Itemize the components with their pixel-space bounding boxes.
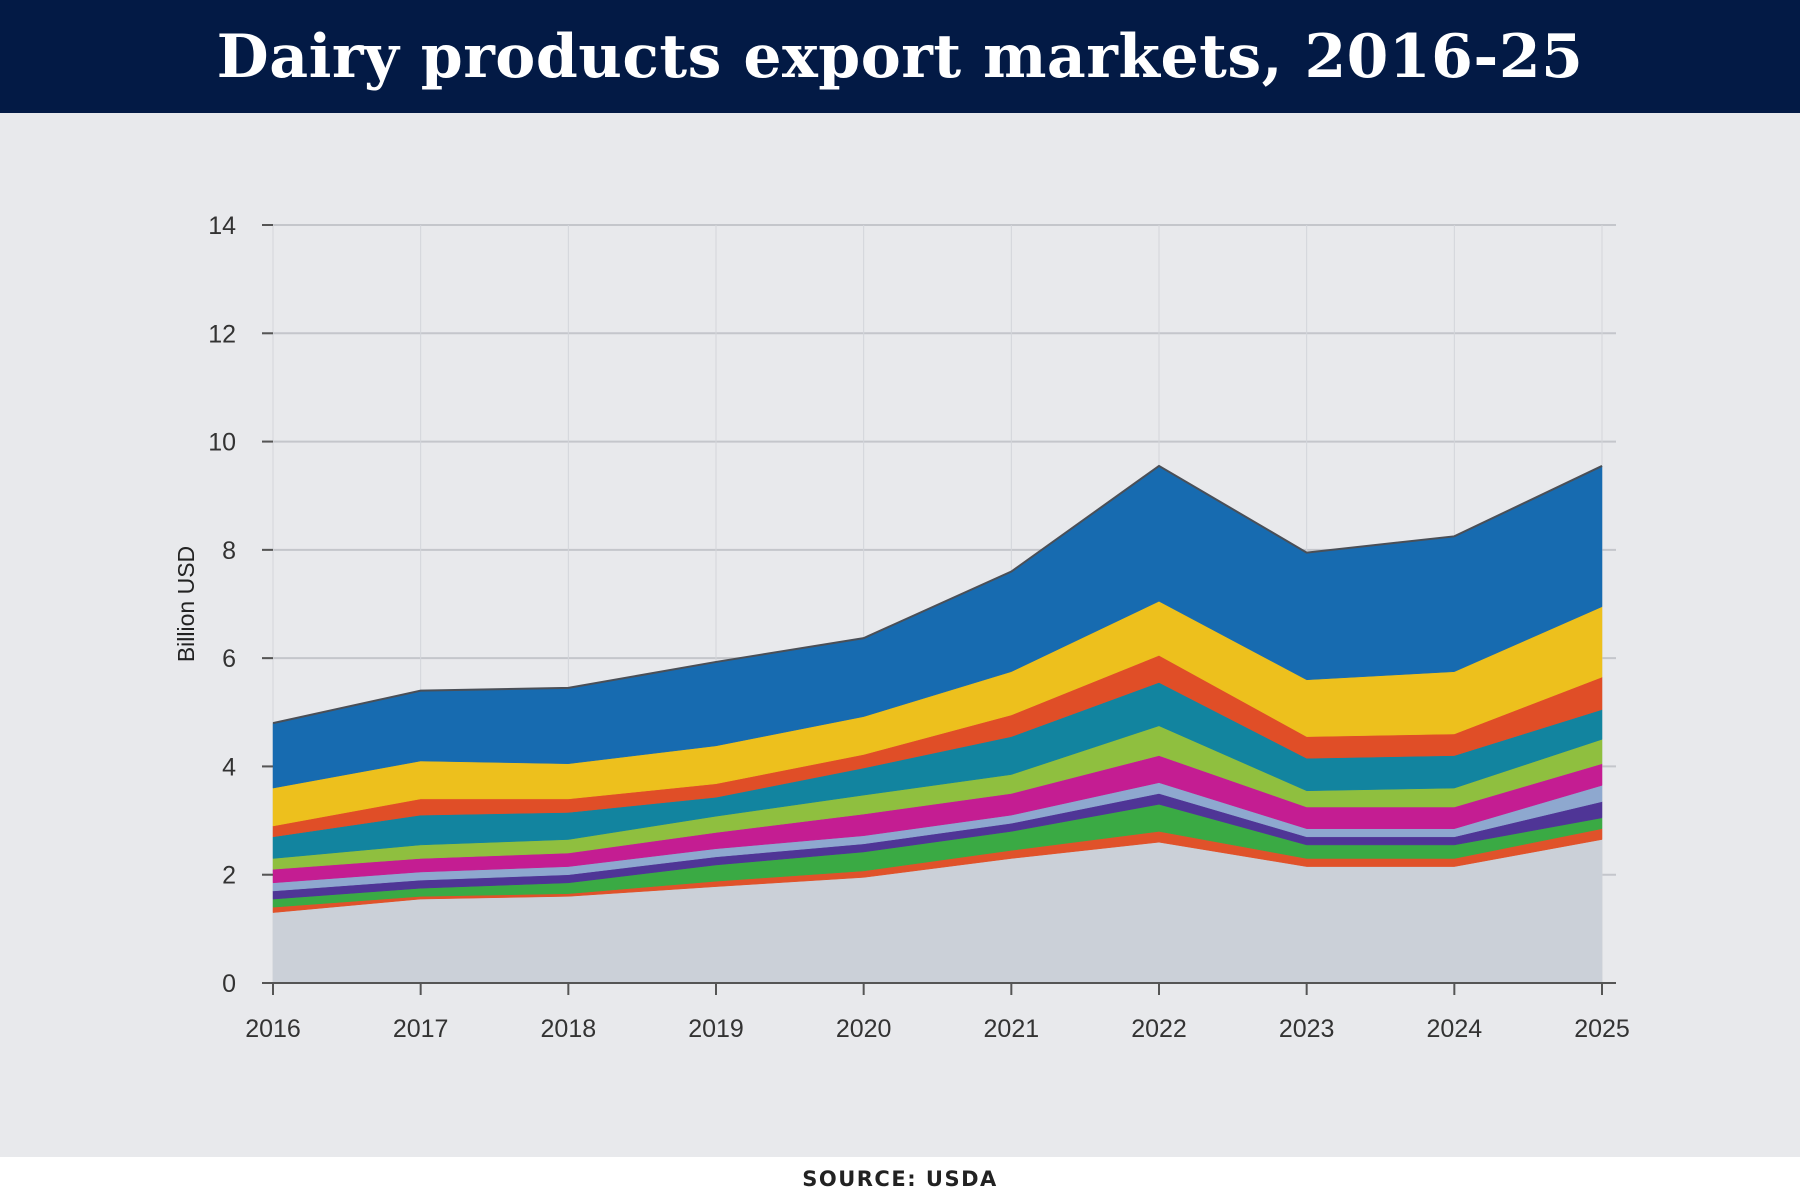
- x-tick-label: 2022: [1131, 1015, 1187, 1043]
- y-tick-label: 12: [208, 320, 236, 348]
- x-tick-label: 2021: [984, 1015, 1040, 1043]
- axes: [262, 224, 1616, 995]
- x-tick-label: 2024: [1427, 1015, 1483, 1043]
- x-tick-label: 2020: [836, 1015, 892, 1043]
- y-tick-label: 2: [222, 862, 236, 890]
- x-tick-label: 2018: [541, 1015, 597, 1043]
- y-tick-label: 10: [208, 429, 236, 457]
- y-tick-label: 4: [222, 753, 236, 781]
- header-banner: Dairy products export markets, 2016-25: [0, 0, 1800, 113]
- area-series: [272, 464, 1603, 984]
- x-tick-label: 2025: [1574, 1015, 1630, 1043]
- stacked-area-chart: 0 2 4 6 8 10 12 14 2016 2017 2018 2019 2020 2021 2022 2…: [173, 212, 1630, 1043]
- y-tick-label: 14: [208, 212, 236, 240]
- x-tick-label: 2017: [393, 1015, 449, 1043]
- source-note: SOURCE: USDA: [802, 1167, 998, 1191]
- x-tick-label: 2023: [1279, 1015, 1335, 1043]
- tick-labels: 0 2 4 6 8 10 12 14 2016 2017 2018 2019 2020 2021 2022 2…: [208, 212, 1630, 1043]
- y-axis-label: Billion USD: [173, 546, 199, 662]
- y-tick-label: 0: [222, 970, 236, 998]
- x-tick-label: 2016: [245, 1015, 301, 1043]
- x-tick-label: 2019: [688, 1015, 744, 1043]
- total-outline: [272, 464, 1603, 725]
- y-tick-label: 8: [222, 537, 236, 565]
- y-tick-label: 6: [222, 645, 236, 673]
- chart-title: Dairy products export markets, 2016-25: [216, 21, 1584, 92]
